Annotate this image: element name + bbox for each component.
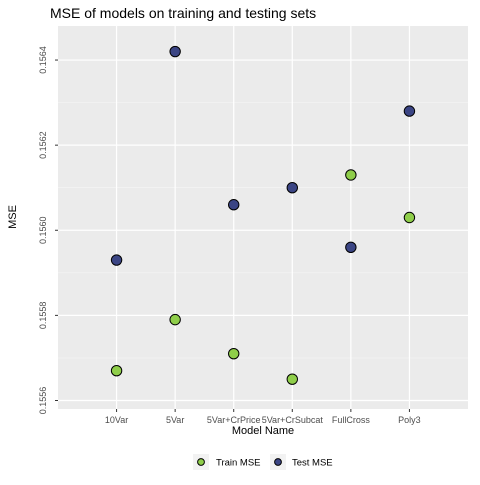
- x-axis-title: Model Name: [232, 425, 294, 437]
- test-mse-point: [403, 105, 416, 117]
- train-mse-point: [169, 313, 181, 326]
- y-tick-label: 0.1560: [38, 217, 48, 245]
- legend-label-train-mse: Train MSE: [216, 458, 261, 469]
- legend-marker-test-mse: [274, 458, 282, 466]
- legend: Train MSE Test MSE: [193, 454, 333, 470]
- test-mse-point: [345, 241, 357, 253]
- y-tick-label: 0.1558: [38, 302, 48, 330]
- x-axis: 10Var 5Var 5Var+CrPrice 5Var+CrSubcat FullCr…: [105, 409, 421, 425]
- test-mse-point: [169, 45, 181, 58]
- train-mse-point: [286, 373, 298, 385]
- x-tick-label: 5Var+CrSubcat: [262, 415, 324, 425]
- train-mse-point: [345, 169, 357, 181]
- y-tick-label: 0.1562: [38, 131, 48, 159]
- train-mse-point: [403, 211, 416, 224]
- x-tick-label: FullCross: [332, 415, 371, 425]
- points-layer: [110, 45, 416, 385]
- legend-label-test-mse: Test MSE: [292, 458, 333, 469]
- y-tick-label: 0.1564: [38, 46, 48, 74]
- chart-title: MSE of models on training and testing se…: [50, 5, 316, 21]
- x-tick-label: 5Var: [166, 415, 184, 425]
- x-tick-label: Poly3: [398, 415, 421, 425]
- x-tick-label: 5Var+CrPrice: [207, 415, 261, 425]
- train-mse-point: [228, 347, 240, 360]
- y-tick-label: 0.1556: [38, 387, 48, 415]
- y-axis-title: MSE: [7, 205, 19, 229]
- train-mse-point: [110, 365, 123, 377]
- plot-panel: [58, 26, 468, 409]
- test-mse-point: [286, 182, 298, 194]
- x-tick-label: 10Var: [105, 415, 128, 425]
- legend-marker-train-mse: [197, 458, 205, 466]
- test-mse-point: [228, 199, 240, 211]
- test-mse-point: [110, 254, 123, 266]
- y-axis: 0.1556 0.1558 0.1560 0.1562 0.1564: [38, 46, 58, 414]
